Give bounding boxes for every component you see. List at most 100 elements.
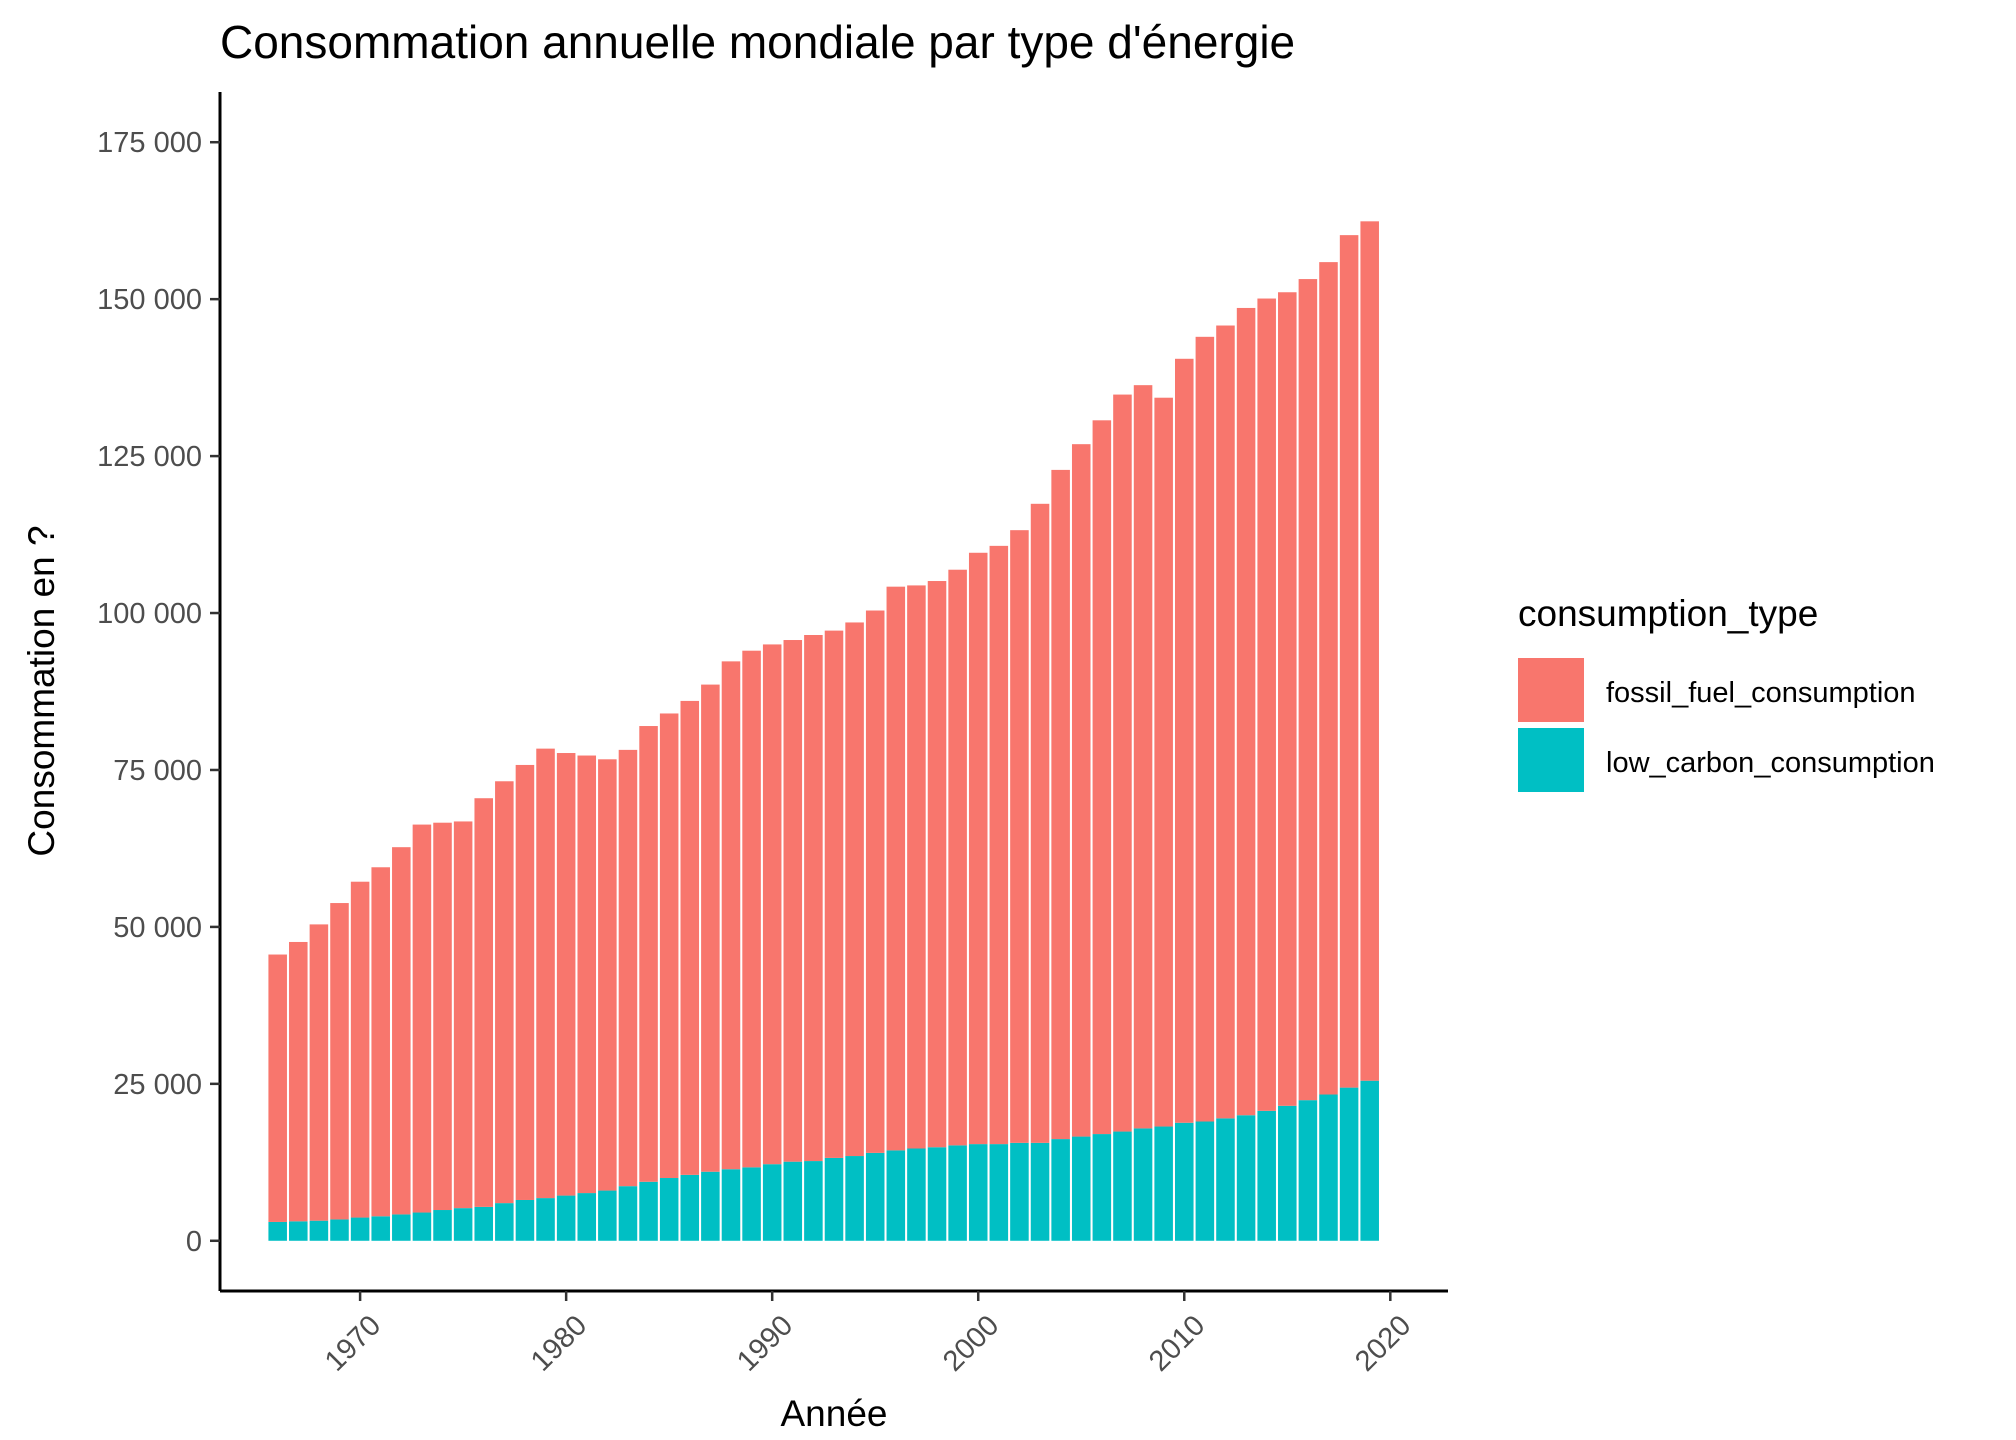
bar-fossil-fuel-consumption-1986 <box>680 700 700 1175</box>
bar-low-carbon-consumption-1967 <box>289 1221 308 1241</box>
bar-low-carbon-consumption-2017 <box>1319 1094 1338 1241</box>
bar-fossil-fuel-consumption-1996 <box>886 586 906 1151</box>
bar-fossil-fuel-consumption-1994 <box>845 622 864 1157</box>
y-tick-label: 125 000 <box>97 441 202 473</box>
bar-fossil-fuel-consumption-1983 <box>618 749 638 1187</box>
bar-low-carbon-consumption-1968 <box>309 1220 329 1241</box>
bar-low-carbon-consumption-1999 <box>948 1145 967 1241</box>
y-tick-label: 150 000 <box>97 284 202 316</box>
bar-low-carbon-consumption-1985 <box>659 1178 679 1241</box>
bar-low-carbon-consumption-1987 <box>701 1171 720 1241</box>
y-tick-label: 100 000 <box>97 598 202 630</box>
bar-low-carbon-consumption-1984 <box>639 1181 658 1241</box>
y-axis-ticks: 0 25 000 50 000 75 000 100 000 125 000 150 000… <box>97 127 220 1258</box>
bar-low-carbon-consumption-2002 <box>1010 1142 1029 1241</box>
bar-fossil-fuel-consumption-2001 <box>989 545 1009 1145</box>
bar-fossil-fuel-consumption-1974 <box>433 822 452 1211</box>
bar-low-carbon-consumption-1995 <box>865 1152 885 1241</box>
bar-fossil-fuel-consumption-2000 <box>968 552 988 1145</box>
bar-fossil-fuel-consumption-2016 <box>1298 279 1318 1101</box>
bar-fossil-fuel-consumption-2013 <box>1236 307 1256 1116</box>
bar-low-carbon-consumption-1972 <box>392 1214 411 1241</box>
bar-low-carbon-consumption-1989 <box>742 1167 761 1241</box>
bar-fossil-fuel-consumption-1989 <box>742 650 761 1168</box>
bar-fossil-fuel-consumption-1968 <box>309 924 329 1221</box>
bar-fossil-fuel-consumption-2010 <box>1175 358 1194 1123</box>
bar-low-carbon-consumption-1976 <box>474 1206 493 1241</box>
bar-fossil-fuel-consumption-1997 <box>907 585 926 1149</box>
bar-low-carbon-consumption-1994 <box>845 1156 864 1241</box>
legend-title: consumption_type <box>1518 593 1818 634</box>
bar-fossil-fuel-consumption-1970 <box>350 881 370 1218</box>
bar-fossil-fuel-consumption-2014 <box>1257 298 1276 1111</box>
bar-low-carbon-consumption-1981 <box>577 1193 597 1241</box>
bar-fossil-fuel-consumption-1982 <box>598 759 617 1191</box>
bar-fossil-fuel-consumption-1973 <box>412 824 432 1213</box>
bar-fossil-fuel-consumption-1999 <box>948 569 967 1146</box>
y-tick-label: 75 000 <box>113 755 202 787</box>
bar-low-carbon-consumption-1973 <box>412 1212 432 1241</box>
x-tick-label: 1990 <box>731 1309 799 1377</box>
legend-key-fossil-fuel <box>1518 658 1584 722</box>
bar-fossil-fuel-consumption-1981 <box>577 755 597 1194</box>
x-tick-label: 2020 <box>1349 1309 1417 1377</box>
x-tick-label: 2000 <box>937 1309 1005 1377</box>
bar-low-carbon-consumption-1990 <box>762 1164 782 1241</box>
bar-fossil-fuel-consumption-1998 <box>927 581 947 1148</box>
bar-low-carbon-consumption-2011 <box>1195 1121 1215 1241</box>
x-tick-label: 1970 <box>319 1309 387 1377</box>
y-axis-title: Consommation en ? <box>21 525 62 856</box>
bar-low-carbon-consumption-1979 <box>536 1198 555 1241</box>
bar-low-carbon-consumption-2008 <box>1133 1128 1153 1241</box>
bar-low-carbon-consumption-2018 <box>1339 1087 1359 1241</box>
bar-fossil-fuel-consumption-1976 <box>474 798 493 1207</box>
bar-low-carbon-consumption-2016 <box>1298 1100 1318 1241</box>
bar-fossil-fuel-consumption-2005 <box>1071 444 1091 1137</box>
bar-low-carbon-consumption-1982 <box>598 1190 617 1241</box>
bar-low-carbon-consumption-1966 <box>268 1221 287 1241</box>
bar-low-carbon-consumption-1988 <box>721 1169 741 1241</box>
bar-fossil-fuel-consumption-1971 <box>371 867 390 1217</box>
bar-low-carbon-consumption-2019 <box>1360 1080 1379 1241</box>
bar-fossil-fuel-consumption-1990 <box>762 644 782 1165</box>
bar-fossil-fuel-consumption-1977 <box>495 781 514 1204</box>
bar-low-carbon-consumption-1986 <box>680 1174 700 1241</box>
bar-fossil-fuel-consumption-2002 <box>1010 530 1029 1143</box>
bar-low-carbon-consumption-2015 <box>1278 1105 1297 1241</box>
x-tick-label: 2010 <box>1143 1309 1211 1377</box>
bar-fossil-fuel-consumption-1995 <box>865 610 885 1153</box>
bar-low-carbon-consumption-2001 <box>989 1144 1009 1241</box>
bar-low-carbon-consumption-1969 <box>330 1219 349 1241</box>
bar-low-carbon-consumption-1998 <box>927 1147 947 1241</box>
bar-fossil-fuel-consumption-1992 <box>804 635 823 1162</box>
bar-low-carbon-consumption-2012 <box>1216 1118 1235 1241</box>
bar-fossil-fuel-consumption-1980 <box>556 753 576 1196</box>
bar-fossil-fuel-consumption-2017 <box>1319 262 1338 1095</box>
bar-low-carbon-consumption-2006 <box>1092 1134 1112 1241</box>
bar-fossil-fuel-consumption-2012 <box>1216 325 1235 1119</box>
bar-fossil-fuel-consumption-1987 <box>701 684 720 1172</box>
bar-low-carbon-consumption-1996 <box>886 1150 906 1241</box>
x-tick-label: 1980 <box>525 1309 593 1377</box>
legend-key-low-carbon <box>1518 728 1584 792</box>
bar-low-carbon-consumption-1977 <box>495 1203 514 1241</box>
bar-fossil-fuel-consumption-2007 <box>1113 394 1132 1132</box>
bar-fossil-fuel-consumption-1988 <box>721 661 741 1170</box>
bar-fossil-fuel-consumption-1979 <box>536 748 555 1199</box>
x-axis-title: Année <box>781 1393 888 1434</box>
bar-fossil-fuel-consumption-1967 <box>289 941 308 1222</box>
y-tick-label: 50 000 <box>113 912 202 944</box>
bar-low-carbon-consumption-2013 <box>1236 1115 1256 1241</box>
bar-low-carbon-consumption-1997 <box>907 1148 926 1241</box>
bar-low-carbon-consumption-1978 <box>515 1199 535 1241</box>
chart-title: Consommation annuelle mondiale par type … <box>220 16 1295 68</box>
bar-fossil-fuel-consumption-1969 <box>330 903 349 1220</box>
y-tick-label: 0 <box>186 1226 202 1258</box>
bar-fossil-fuel-consumption-1993 <box>824 630 844 1158</box>
bar-fossil-fuel-consumption-1991 <box>783 640 803 1162</box>
bar-fossil-fuel-consumption-1984 <box>639 726 658 1182</box>
bar-fossil-fuel-consumption-1985 <box>659 713 679 1178</box>
bar-fossil-fuel-consumption-1975 <box>453 821 473 1209</box>
bar-fossil-fuel-consumption-1978 <box>515 764 535 1200</box>
